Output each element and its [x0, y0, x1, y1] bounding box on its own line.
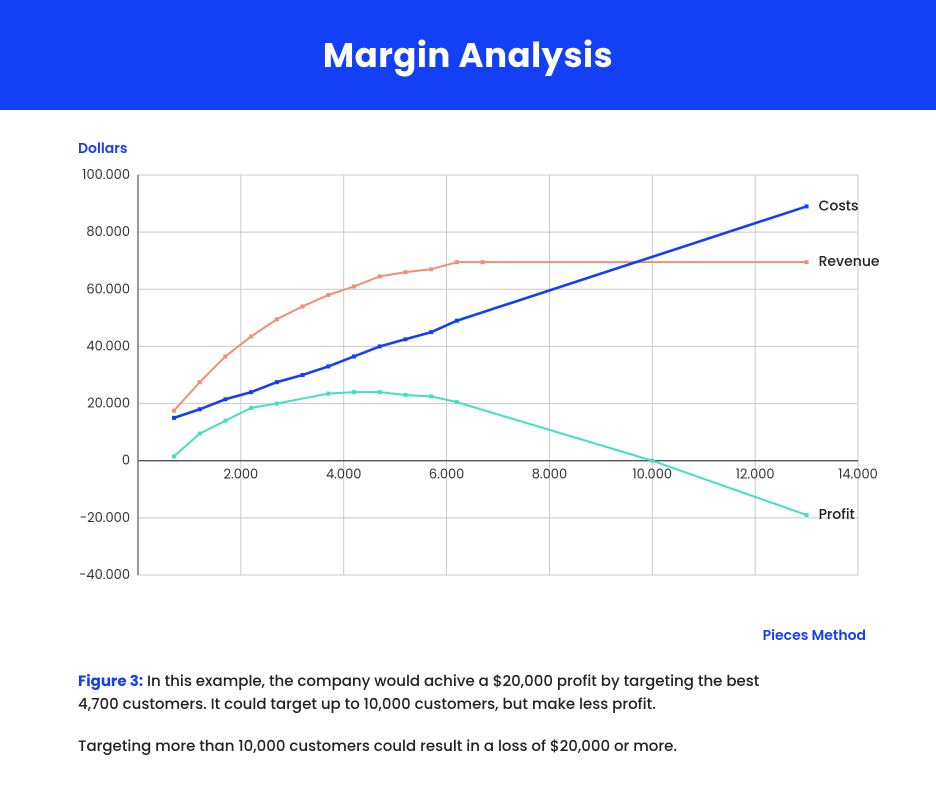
svg-text:20.000: 20.000: [87, 394, 130, 413]
svg-text:2.000: 2.000: [224, 465, 259, 484]
caption-text-1: In this example, the company would achiv…: [78, 671, 759, 715]
svg-text:Profit: Profit: [819, 504, 855, 524]
svg-text:14.000: 14.000: [838, 465, 878, 484]
chart-container: 2.0004.0006.0008.00010.00012.00014.000-4…: [78, 165, 858, 612]
content-body: Dollars 2.000 4.000 6.000 8.000 10.000 12.000…: [0, 110, 936, 758]
page-title: Margin Analysis: [323, 30, 613, 81]
svg-text:Costs: Costs: [819, 195, 859, 215]
svg-text:12.000: 12.000: [736, 465, 775, 484]
margin-analysis-chart: 2.000 4.000 6.000 8.000 10.000 12.000 14.000 -4…: [78, 165, 936, 605]
caption-paragraph-1: Figure 3: In this example, the company w…: [78, 670, 798, 717]
x-axis-title: Pieces Method: [763, 625, 866, 646]
svg-text:40.000: 40.000: [86, 336, 130, 355]
figure-caption: Figure 3: In this example, the company w…: [78, 670, 798, 758]
svg-text:-20.000: -20.000: [80, 508, 130, 527]
figure-label: Figure 3:: [78, 671, 143, 692]
svg-text:4.000: 4.000: [326, 465, 361, 484]
svg-text:0: 0: [122, 451, 130, 470]
svg-text:60.000: 60.000: [86, 279, 130, 298]
svg-text:10.000: 10.000: [633, 465, 673, 484]
svg-text:100.000: 100.000: [82, 165, 130, 184]
svg-text:-40.000: -40.000: [79, 565, 130, 584]
caption-paragraph-2: Targeting more than 10,000 customers cou…: [78, 735, 798, 758]
svg-text:80.000: 80.000: [86, 222, 130, 241]
header-banner: Margin Analysis: [0, 0, 936, 110]
svg-text:6.000: 6.000: [429, 465, 464, 484]
svg-text:Revenue: Revenue: [819, 251, 880, 271]
svg-text:8.000: 8.000: [532, 465, 567, 484]
y-axis-title: Dollars: [78, 138, 858, 159]
